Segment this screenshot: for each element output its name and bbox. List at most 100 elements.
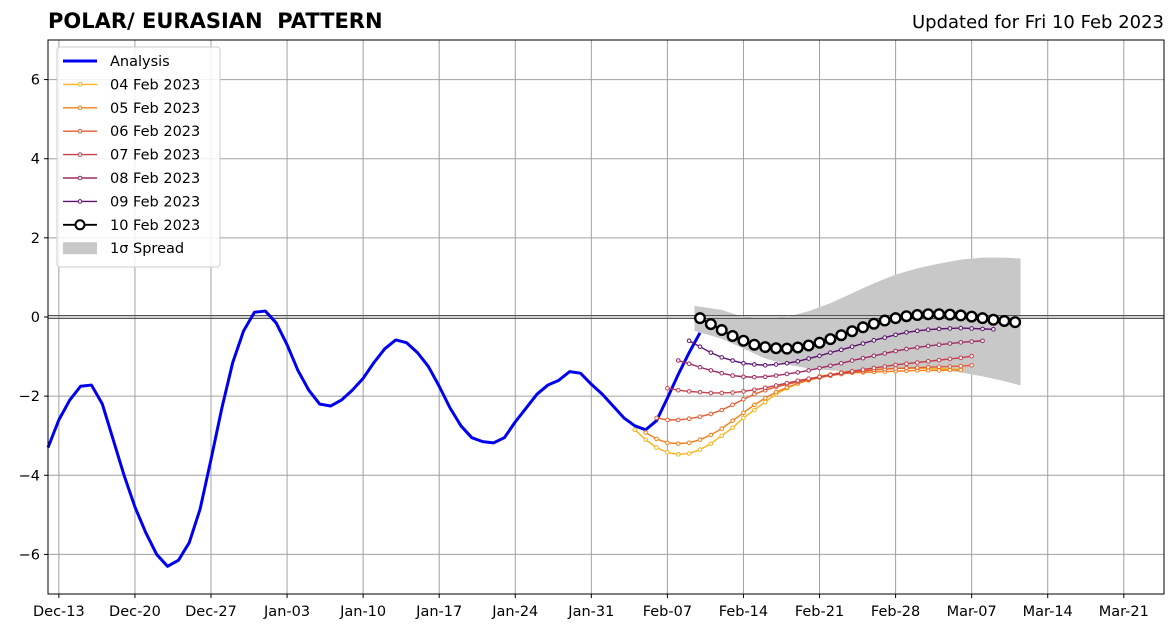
y-tick-label: 2 — [31, 231, 40, 247]
forecast-point — [741, 374, 746, 380]
forecast-point — [976, 312, 989, 325]
forecast-point — [806, 376, 811, 382]
forecast-point — [686, 361, 692, 366]
forecast-point — [828, 350, 833, 355]
legend-marker — [77, 105, 83, 111]
forecast-point — [904, 346, 909, 352]
forecast-point — [697, 389, 703, 395]
forecast-point — [697, 344, 703, 349]
forecast-point — [632, 427, 638, 433]
forecast-point — [900, 310, 913, 323]
forecast-point — [719, 355, 725, 360]
forecast-point — [708, 441, 714, 446]
x-tick-label: Mar-07 — [947, 604, 997, 620]
x-tick-label: Dec-27 — [185, 604, 237, 620]
forecast-point — [654, 415, 659, 421]
forecast-point — [784, 360, 790, 366]
forecast-point — [741, 415, 746, 421]
forecast-series — [675, 338, 985, 380]
legend-marker — [77, 175, 83, 181]
forecast-point — [730, 390, 735, 395]
forecast-point — [643, 430, 648, 435]
axis-layer: Dec-13 Dec-20 Dec-27 Jan-03 Jan-10 Jan-17 Jan-… — [19, 73, 1149, 620]
forecast-point — [762, 399, 768, 405]
forecast-point — [893, 348, 898, 354]
forecast-point — [741, 397, 746, 402]
forecast-point — [893, 366, 898, 371]
chart-title: POLAR/ EURASIAN PATTERN — [48, 9, 383, 33]
x-tick-label: Feb-21 — [795, 604, 844, 620]
forecast-point — [773, 383, 779, 388]
forecast-point — [925, 364, 931, 370]
forecast-point — [719, 433, 725, 439]
legend-label: 07 Feb 2023 — [110, 148, 200, 164]
forecast-point — [795, 359, 801, 364]
analysis-line — [46, 309, 702, 568]
forecast-point — [686, 389, 692, 394]
forecast-point — [904, 330, 909, 335]
forecast-point — [708, 368, 714, 373]
forecast-point — [980, 326, 985, 332]
forecast-point — [759, 341, 772, 354]
forecast-point — [882, 335, 888, 340]
forecast-point — [708, 350, 714, 355]
forecast-point — [730, 402, 735, 408]
legend-marker — [77, 82, 83, 87]
legend-label: 05 Feb 2023 — [110, 101, 200, 117]
x-tick-label: Jan-03 — [263, 604, 310, 620]
forecast-point — [954, 309, 967, 322]
forecast-point — [665, 417, 670, 423]
forecast-point — [817, 365, 822, 371]
legend-marker — [77, 128, 83, 134]
forecast-point — [675, 387, 681, 393]
forecast-point — [752, 402, 757, 408]
forecast-point — [958, 367, 964, 373]
forecast-point — [969, 339, 974, 344]
legend-label: Analysis — [110, 54, 170, 70]
forecast-point — [849, 344, 855, 349]
forecast-point — [752, 407, 757, 413]
forecast-point — [675, 441, 681, 446]
forecast-point — [762, 395, 768, 401]
forecast-point — [654, 436, 659, 442]
forecast-point — [737, 334, 750, 347]
series-layer — [46, 308, 1022, 568]
forecast-point — [730, 418, 735, 423]
x-tick-label: Feb-28 — [871, 604, 920, 620]
forecast-point — [726, 329, 739, 342]
forecast-point — [936, 368, 942, 373]
forecast-point — [915, 365, 920, 370]
forecast-series — [693, 308, 1022, 355]
forecast-point — [686, 451, 692, 456]
forecast-point — [915, 345, 920, 350]
forecast-point — [654, 445, 659, 450]
forecast-series — [686, 325, 996, 368]
legend-marker — [77, 152, 83, 157]
legend-box — [56, 46, 221, 268]
forecast-point — [915, 360, 920, 365]
forecast-point — [969, 326, 974, 331]
forecast-point — [675, 417, 681, 423]
y-tick-label: 4 — [31, 152, 40, 168]
forecast-point — [925, 359, 931, 364]
x-tick-label: Mar-14 — [1023, 604, 1073, 620]
forecast-point — [947, 356, 953, 362]
forecast-point — [860, 341, 866, 346]
forecast-point — [643, 437, 648, 442]
y-tick-label: 0 — [31, 310, 40, 326]
forecast-point — [936, 342, 942, 348]
forecast-point — [697, 364, 703, 370]
forecast-point — [947, 341, 953, 346]
forecast-point — [838, 347, 844, 353]
forecast-point — [958, 325, 964, 331]
forecast-point — [824, 333, 837, 346]
legend-label: 04 Feb 2023 — [110, 77, 200, 93]
forecast-point — [871, 338, 877, 343]
forecast-point — [817, 374, 822, 380]
forecast-point — [741, 389, 746, 394]
x-tick-label: Jan-10 — [339, 604, 386, 620]
forecast-point — [697, 414, 703, 420]
legend-label: 10 Feb 2023 — [110, 218, 200, 234]
forecast-point — [748, 338, 761, 351]
forecast-point — [998, 314, 1011, 327]
